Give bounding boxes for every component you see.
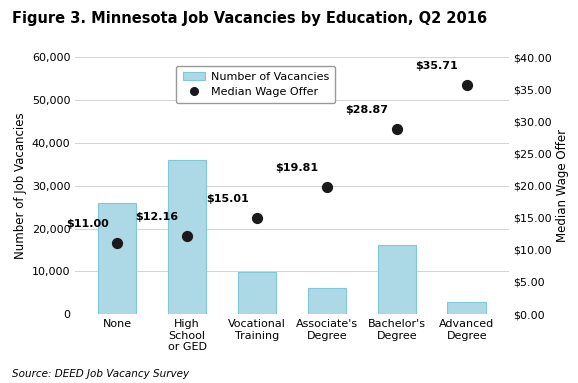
Point (253, 215, 262, 221)
Point (183, 233, 192, 239)
Bar (168, 160, 206, 314)
Text: $19.81: $19.81 (275, 163, 318, 173)
Point (113, 241, 122, 247)
Text: $35.71: $35.71 (416, 61, 458, 71)
Text: $12.16: $12.16 (135, 212, 179, 222)
Bar (307, 288, 346, 314)
Text: $15.01: $15.01 (206, 194, 249, 204)
Bar (98, 203, 136, 314)
Bar (238, 272, 276, 314)
Text: Source: DEED Job Vacancy Survey: Source: DEED Job Vacancy Survey (12, 369, 188, 379)
Bar (377, 245, 416, 314)
Point (462, 82, 471, 88)
Text: $28.87: $28.87 (346, 105, 388, 115)
Point (322, 184, 331, 190)
Y-axis label: Number of Job Vacancies: Number of Job Vacancies (14, 113, 28, 259)
Point (392, 126, 401, 132)
Bar (447, 302, 486, 314)
Y-axis label: Median Wage Offer: Median Wage Offer (557, 129, 569, 242)
Legend: Number of Vacancies, Median Wage Offer: Number of Vacancies, Median Wage Offer (176, 65, 335, 103)
Text: Figure 3. Minnesota Job Vacancies by Education, Q2 2016: Figure 3. Minnesota Job Vacancies by Edu… (12, 11, 487, 26)
Text: $11.00: $11.00 (66, 219, 109, 229)
